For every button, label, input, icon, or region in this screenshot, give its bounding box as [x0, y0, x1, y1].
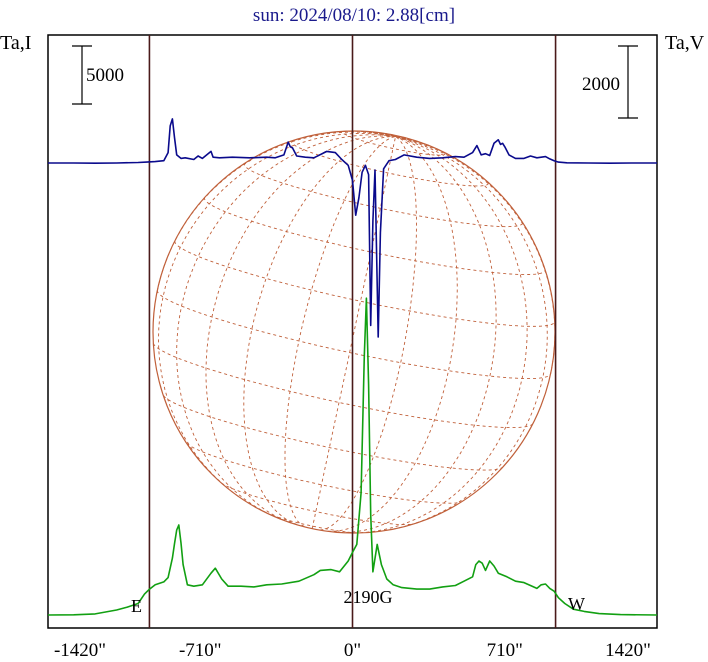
longitude-line — [395, 136, 556, 374]
longitude-line — [392, 136, 548, 530]
longitude-line — [327, 136, 458, 532]
latitude-line — [152, 343, 533, 429]
longitude-line — [311, 136, 397, 529]
x-tick-label: -1420" — [54, 640, 106, 661]
latitude-line — [266, 512, 360, 534]
latitude-line — [291, 140, 489, 187]
series-group — [47, 118, 658, 616]
limb-lines — [148, 35, 557, 628]
east-label: E — [131, 596, 142, 616]
x-tick-label: -710" — [179, 640, 222, 661]
field-strength-label: 2190G — [344, 587, 393, 607]
right-axis-label: Ta,V — [665, 32, 705, 54]
longitude-line — [390, 133, 396, 137]
chart-title: sun: 2024/08/10: 2.88[cm] — [253, 5, 455, 26]
x-tick-label: 710" — [487, 640, 523, 661]
x-tick-labels: -1420" -710" 0" 710" 1420" — [54, 640, 651, 661]
longitude-line — [348, 136, 528, 534]
latitude-line — [174, 240, 556, 327]
longitude-line — [243, 136, 396, 526]
longitude-line — [156, 131, 396, 291]
west-label: W — [568, 594, 585, 614]
latitude-line — [243, 162, 523, 228]
series-line-stokes-v — [47, 297, 658, 616]
longitude-line — [205, 135, 396, 524]
latitude-line — [204, 196, 546, 276]
series-line-stokes-i — [48, 118, 657, 338]
left-scale-bar: 5000 — [72, 45, 124, 105]
left-scale-label: 5000 — [86, 65, 124, 86]
latitude-line — [186, 442, 462, 504]
right-scale-label: 2000 — [582, 74, 620, 95]
latitude-line — [156, 290, 552, 380]
longitude-line — [368, 131, 396, 137]
longitude-line — [334, 136, 497, 533]
latitude-line — [163, 395, 503, 471]
right-scale-bar: 2000 — [582, 45, 638, 119]
solar-disk-grid — [152, 130, 556, 534]
longitude-line — [176, 134, 396, 519]
left-axis-label: Ta,I — [0, 32, 31, 54]
x-tick-label: 1420" — [605, 640, 651, 661]
x-tick-label: 0" — [344, 640, 361, 661]
latitude-line — [221, 482, 414, 526]
longitude-line — [395, 136, 407, 139]
